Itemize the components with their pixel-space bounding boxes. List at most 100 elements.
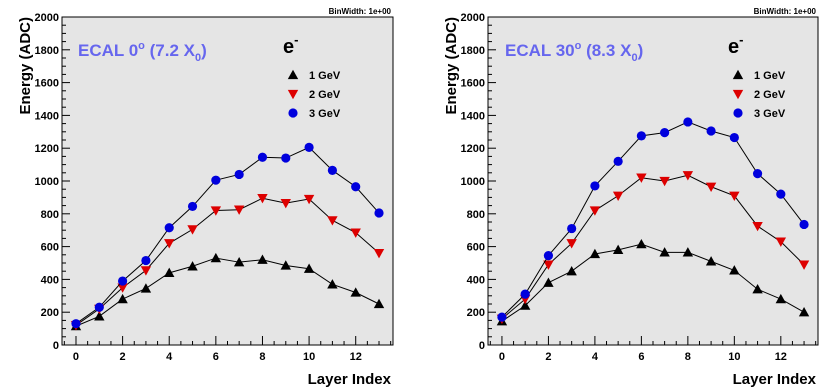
data-point — [612, 244, 624, 255]
data-point — [373, 298, 385, 309]
legend-label: 1 GeV — [309, 70, 341, 82]
legend-label: 3 GeV — [309, 108, 341, 120]
data-point — [303, 194, 315, 205]
y-tick-label: 800 — [41, 209, 59, 221]
data-point — [164, 223, 174, 233]
data-point — [682, 171, 694, 181]
data-point — [304, 142, 314, 152]
series-3 — [71, 142, 384, 329]
annotation-paren-close: ) — [638, 41, 644, 60]
plot-frame — [61, 16, 394, 346]
data-point — [729, 265, 740, 275]
data-point — [164, 239, 175, 249]
data-point — [187, 261, 198, 271]
y-axis-title: Energy (ADC) — [443, 17, 460, 115]
particle-sup: - — [294, 32, 298, 47]
series-1 — [496, 238, 810, 326]
data-point — [752, 221, 763, 232]
data-point — [94, 311, 105, 321]
data-point — [798, 307, 810, 317]
data-point — [519, 300, 531, 310]
data-point — [567, 223, 577, 234]
data-point — [799, 219, 809, 230]
y-tick-label: 0 — [479, 340, 485, 352]
legend-marker — [732, 89, 744, 100]
particle-symbol: e — [728, 36, 739, 58]
data-point — [141, 255, 151, 266]
y-tick-label: 2000 — [461, 12, 485, 24]
y-tick-label: 1000 — [461, 176, 485, 188]
x-tick-label: 8 — [685, 351, 691, 363]
data-point — [94, 302, 104, 312]
annotation-main: ECAL 30 — [505, 41, 575, 60]
data-point — [234, 169, 244, 180]
x-axis-title: Layer Index — [733, 371, 817, 388]
data-point — [140, 266, 152, 276]
y-tick-label: 1600 — [461, 78, 485, 90]
legend: 1 GeV 2 GeV 3 GeV — [732, 69, 786, 120]
y-axis-title: Energy (ADC) — [17, 17, 34, 115]
data-point — [566, 239, 577, 249]
data-point — [233, 205, 245, 215]
y-tick-label: 200 — [41, 307, 59, 319]
particle-label: e- — [728, 32, 743, 58]
x-tick-label: 2 — [120, 351, 126, 363]
data-point — [374, 208, 384, 218]
data-point — [612, 191, 624, 201]
data-point — [327, 216, 338, 226]
data-point — [187, 201, 198, 212]
data-point — [590, 181, 600, 191]
y-tick-label: 1800 — [461, 45, 485, 57]
x-tick-label: 8 — [259, 351, 265, 363]
series-line — [501, 243, 805, 322]
data-point — [775, 293, 787, 304]
x-tick-label: 12 — [350, 351, 362, 363]
annotation-sup: o — [575, 40, 582, 52]
bin-width-label: BinWidth: 1e+00 — [754, 7, 817, 16]
data-point — [280, 198, 291, 209]
y-tick-label: 1400 — [35, 110, 59, 122]
x-tick-label: 6 — [638, 351, 644, 363]
data-point — [636, 238, 647, 249]
legend-marker — [287, 89, 299, 100]
data-point — [350, 228, 361, 238]
legend-marker — [288, 108, 298, 118]
data-point — [613, 156, 623, 166]
particle-label: e- — [283, 32, 298, 58]
y-tick-label: 200 — [467, 307, 485, 319]
annotation-paren-close: ) — [201, 41, 207, 60]
data-point — [210, 206, 222, 216]
y-tick-label: 1200 — [35, 143, 59, 155]
x-tick-label: 10 — [728, 351, 740, 363]
data-point — [211, 175, 221, 185]
data-point — [660, 128, 670, 138]
data-point — [187, 225, 198, 235]
x-tick-label: 6 — [213, 351, 219, 363]
data-point — [350, 287, 361, 297]
data-point — [233, 256, 245, 267]
x-tick-label: 4 — [592, 351, 599, 363]
data-point — [327, 279, 338, 289]
x-tick-label: 4 — [166, 351, 173, 363]
x-tick-label: 2 — [545, 351, 551, 363]
data-point — [752, 169, 763, 179]
data-point — [257, 194, 268, 204]
legend-marker — [287, 69, 299, 80]
annotation-sup: o — [138, 40, 145, 52]
x-tick-label: 12 — [775, 351, 787, 363]
y-tick-label: 1200 — [461, 143, 485, 155]
data-point — [497, 312, 507, 322]
data-point — [303, 263, 315, 273]
series-line — [75, 257, 380, 327]
y-tick-label: 400 — [41, 274, 59, 286]
data-point — [705, 182, 717, 192]
data-point — [280, 260, 291, 270]
data-point — [636, 173, 647, 183]
data-point — [164, 267, 175, 277]
annotation-paren-open: (8.3 X — [581, 41, 632, 60]
legend-label: 3 GeV — [754, 108, 786, 120]
data-point — [210, 252, 222, 263]
particle-sup: - — [739, 32, 743, 47]
panel-1: BinWidth: 1e+000200400600800100012001400… — [17, 7, 394, 388]
